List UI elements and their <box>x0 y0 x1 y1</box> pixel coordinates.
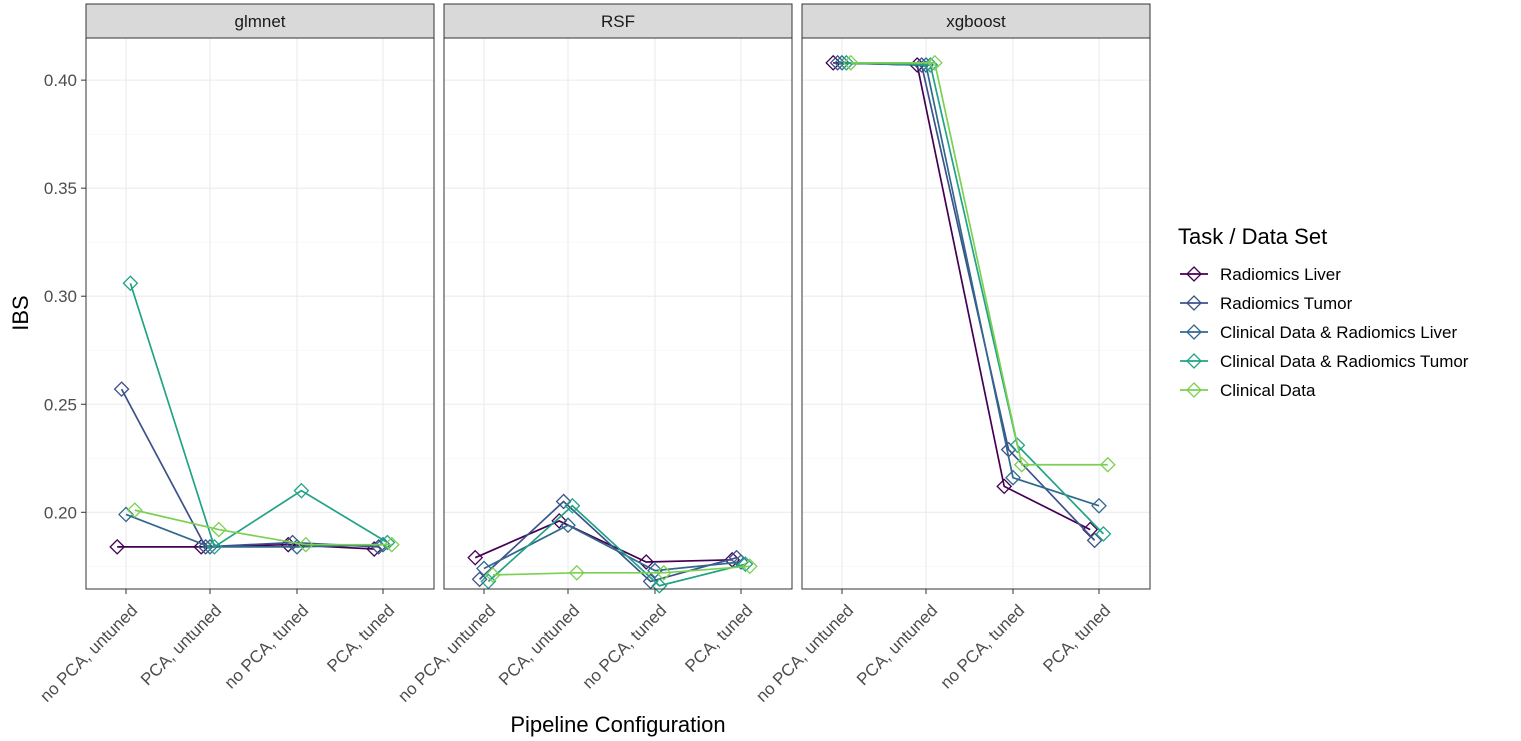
legend-key-marker-clinical-data-radiomics-liver <box>1186 324 1202 340</box>
legend-label-radiomics-liver: Radiomics Liver <box>1220 265 1341 284</box>
data-point-rsf-radiomics-tumor <box>555 493 572 510</box>
x-tick-label: no PCA, untuned <box>394 601 499 706</box>
data-point-glmnet-clinical-data <box>126 502 143 519</box>
y-tick-label: 0.40 <box>44 71 77 90</box>
data-point-xgboost-clinical-data <box>1099 456 1116 473</box>
x-tick-label: PCA, tuned <box>1039 601 1114 676</box>
data-point-rsf-clinical-data <box>568 564 585 581</box>
data-point-glmnet-clinical-data <box>383 536 400 553</box>
data-point-rsf-clinical-data <box>741 558 758 575</box>
data-point-rsf-radiomics-tumor <box>471 571 488 588</box>
series-line-rsf-clinical-data <box>492 565 750 576</box>
data-point-xgboost-clinical-data <box>842 54 859 71</box>
data-point-rsf-clinical-data-radiomics-liver <box>476 560 492 577</box>
series-line-rsf-radiomics-liver <box>474 520 733 563</box>
data-point-xgboost-clinical-data-radiomics-liver <box>1005 469 1021 486</box>
y-axis-title: IBS <box>8 295 33 330</box>
series-line-glmnet-clinical-data-radiomics-tumor <box>129 282 388 549</box>
series-line-glmnet-clinical-data <box>134 509 392 546</box>
y-tick-label: 0.20 <box>44 503 77 522</box>
data-point-glmnet-radiomics-tumor <box>113 381 130 398</box>
facet-label-rsf: RSF <box>601 12 635 31</box>
data-point-rsf-radiomics-liver <box>638 554 655 570</box>
data-point-rsf-clinical-data <box>655 564 672 581</box>
y-tick-label: 0.25 <box>44 395 77 414</box>
x-tick-label: PCA, tuned <box>681 601 756 676</box>
series-line-xgboost-clinical-data <box>850 61 1108 466</box>
data-point-xgboost-radiomics-tumor <box>1086 532 1103 549</box>
data-point-glmnet-clinical-data <box>210 521 227 538</box>
y-tick-label: 0.30 <box>44 287 77 306</box>
data-point-xgboost-clinical-data <box>926 54 943 71</box>
data-point-rsf-clinical-data-radiomics-tumor <box>737 556 754 573</box>
series-line-xgboost-clinical-data-radiomics-tumor <box>846 62 1105 535</box>
data-point-rsf-radiomics-liver <box>551 513 568 529</box>
panel-background-glmnet <box>86 38 434 589</box>
series-line-rsf-radiomics-tumor <box>479 500 737 583</box>
facet-strip-xgboost <box>801 3 1151 39</box>
data-point-xgboost-clinical-data <box>1013 456 1030 473</box>
data-point-rsf-radiomics-liver <box>467 549 484 566</box>
x-tick-label: PCA, tuned <box>323 601 398 676</box>
x-tick-label: no PCA, tuned <box>579 601 671 693</box>
data-point-glmnet-clinical-data-radiomics-liver <box>202 538 218 555</box>
x-tick-label: PCA, untuned <box>137 601 225 689</box>
data-point-xgboost-clinical-data-radiomics-liver <box>1091 497 1107 514</box>
legend-key-marker-clinical-data <box>1186 382 1202 398</box>
data-point-rsf-clinical-data-radiomics-tumor <box>564 497 581 514</box>
data-point-xgboost-clinical-data-radiomics-tumor <box>1095 525 1112 542</box>
series-line-glmnet-clinical-data-radiomics-liver <box>125 513 384 548</box>
legend-key-marker-clinical-data-radiomics-tumor <box>1186 353 1202 369</box>
data-point-glmnet-clinical-data-radiomics-tumor <box>379 534 396 551</box>
data-point-rsf-clinical-data-radiomics-liver <box>647 562 663 579</box>
legend-label-radiomics-tumor: Radiomics Tumor <box>1220 294 1353 313</box>
facet-label-xgboost: xgboost <box>946 12 1006 31</box>
x-tick-label: no PCA, untuned <box>752 601 857 706</box>
data-point-glmnet-clinical-data-radiomics-tumor <box>293 482 310 499</box>
x-tick-label: PCA, untuned <box>853 601 941 689</box>
x-tick-label: PCA, untuned <box>495 601 583 689</box>
facet-strip-glmnet <box>85 3 435 39</box>
data-point-xgboost-clinical-data-radiomics-tumor <box>1009 437 1026 454</box>
facet-strip-rsf <box>443 3 793 39</box>
x-axis-title: Pipeline Configuration <box>510 712 725 737</box>
data-point-glmnet-clinical-data <box>297 536 314 553</box>
data-point-rsf-clinical-data-radiomics-tumor <box>480 573 497 590</box>
series-line-glmnet-radiomics-liver <box>117 543 375 550</box>
data-point-rsf-clinical-data-radiomics-liver <box>560 517 576 534</box>
y-tick-label: 0.35 <box>44 179 77 198</box>
data-point-rsf-clinical-data <box>484 567 501 583</box>
x-tick-label: no PCA, tuned <box>221 601 313 693</box>
data-point-rsf-radiomics-tumor <box>642 573 659 590</box>
legend-key-marker-radiomics-tumor <box>1186 295 1202 311</box>
data-point-glmnet-clinical-data-radiomics-tumor <box>206 538 223 555</box>
legend-key-marker-radiomics-liver <box>1186 266 1202 282</box>
legend-label-clinical-data-radiomics-liver: Clinical Data & Radiomics Liver <box>1220 323 1457 342</box>
data-point-glmnet-clinical-data-radiomics-tumor <box>122 275 139 292</box>
data-point-rsf-clinical-data-radiomics-liver <box>733 554 749 570</box>
legend-title: Task / Data Set <box>1178 224 1327 249</box>
series-line-rsf-clinical-data-radiomics-tumor <box>487 504 746 587</box>
facet-label-glmnet: glmnet <box>234 12 285 31</box>
data-point-xgboost-clinical-data-radiomics-tumor <box>838 54 855 71</box>
legend-label-clinical-data: Clinical Data <box>1220 381 1316 400</box>
legend-label-clinical-data-radiomics-tumor: Clinical Data & Radiomics Tumor <box>1220 352 1469 371</box>
data-point-rsf-clinical-data-radiomics-tumor <box>651 577 668 594</box>
data-point-xgboost-radiomics-liver <box>996 478 1013 495</box>
x-tick-label: no PCA, tuned <box>937 601 1029 693</box>
panel-background-rsf <box>444 38 792 589</box>
x-tick-label: no PCA, untuned <box>36 601 141 706</box>
data-point-glmnet-radiomics-liver <box>109 538 126 555</box>
panel-background-xgboost <box>802 38 1150 589</box>
